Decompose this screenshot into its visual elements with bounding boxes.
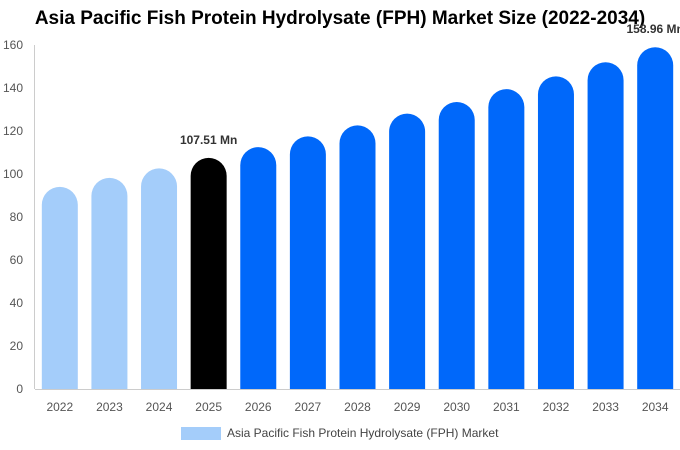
x-tick-label: 2030 [443, 400, 470, 414]
y-axis-ticks: 0 20 40 60 80 100 120 140 160 [3, 38, 23, 396]
x-tick-label: 2031 [493, 400, 520, 414]
y-tick-label: 100 [3, 167, 23, 181]
x-tick-label: 2029 [394, 400, 421, 414]
data-labels: 107.51 Mn 158.96 Mn [180, 22, 680, 147]
y-tick-label: 160 [3, 38, 23, 52]
y-tick-label: 0 [16, 382, 23, 396]
bar-2024 [141, 168, 178, 389]
y-tick-label: 80 [10, 210, 24, 224]
x-tick-label: 2032 [543, 400, 570, 414]
y-tick-label: 60 [10, 253, 24, 267]
chart-title: Asia Pacific Fish Protein Hydrolysate (F… [34, 8, 646, 29]
bar-2028 [339, 125, 376, 390]
y-tick-label: 20 [10, 339, 24, 353]
y-tick-label: 120 [3, 124, 23, 138]
x-tick-label: 2033 [592, 400, 619, 414]
x-tick-label: 2025 [195, 400, 222, 414]
bar-2022 [41, 186, 78, 389]
x-tick-label: 2034 [642, 400, 669, 414]
bar-2033 [587, 62, 624, 389]
bar-2031 [488, 89, 525, 389]
x-tick-label: 2022 [46, 400, 73, 414]
data-label: 107.51 Mn [180, 133, 237, 147]
bar-2034 [637, 47, 674, 390]
bar-2023 [91, 177, 128, 389]
bar-2027 [289, 136, 326, 389]
legend-label: Asia Pacific Fish Protein Hydrolysate (F… [227, 426, 499, 440]
bar-2030 [438, 101, 475, 389]
legend: Asia Pacific Fish Protein Hydrolysate (F… [181, 425, 498, 441]
x-tick-label: 2027 [295, 400, 322, 414]
bar-2026 [240, 147, 277, 389]
x-axis-ticks: 2022 2023 2024 2025 2026 2027 2028 2029 2030 2031… [46, 400, 668, 414]
bar-2032 [537, 76, 574, 389]
x-tick-label: 2023 [96, 400, 123, 414]
bars [41, 47, 674, 390]
y-tick-label: 140 [3, 81, 23, 95]
x-tick-label: 2028 [344, 400, 371, 414]
bar-2025 [190, 157, 227, 389]
legend-swatch [181, 426, 221, 440]
bar-2029 [389, 113, 426, 389]
y-tick-label: 40 [10, 296, 24, 310]
x-tick-label: 2026 [245, 400, 272, 414]
x-tick-label: 2024 [146, 400, 173, 414]
data-label: 158.96 Mn [627, 22, 680, 36]
